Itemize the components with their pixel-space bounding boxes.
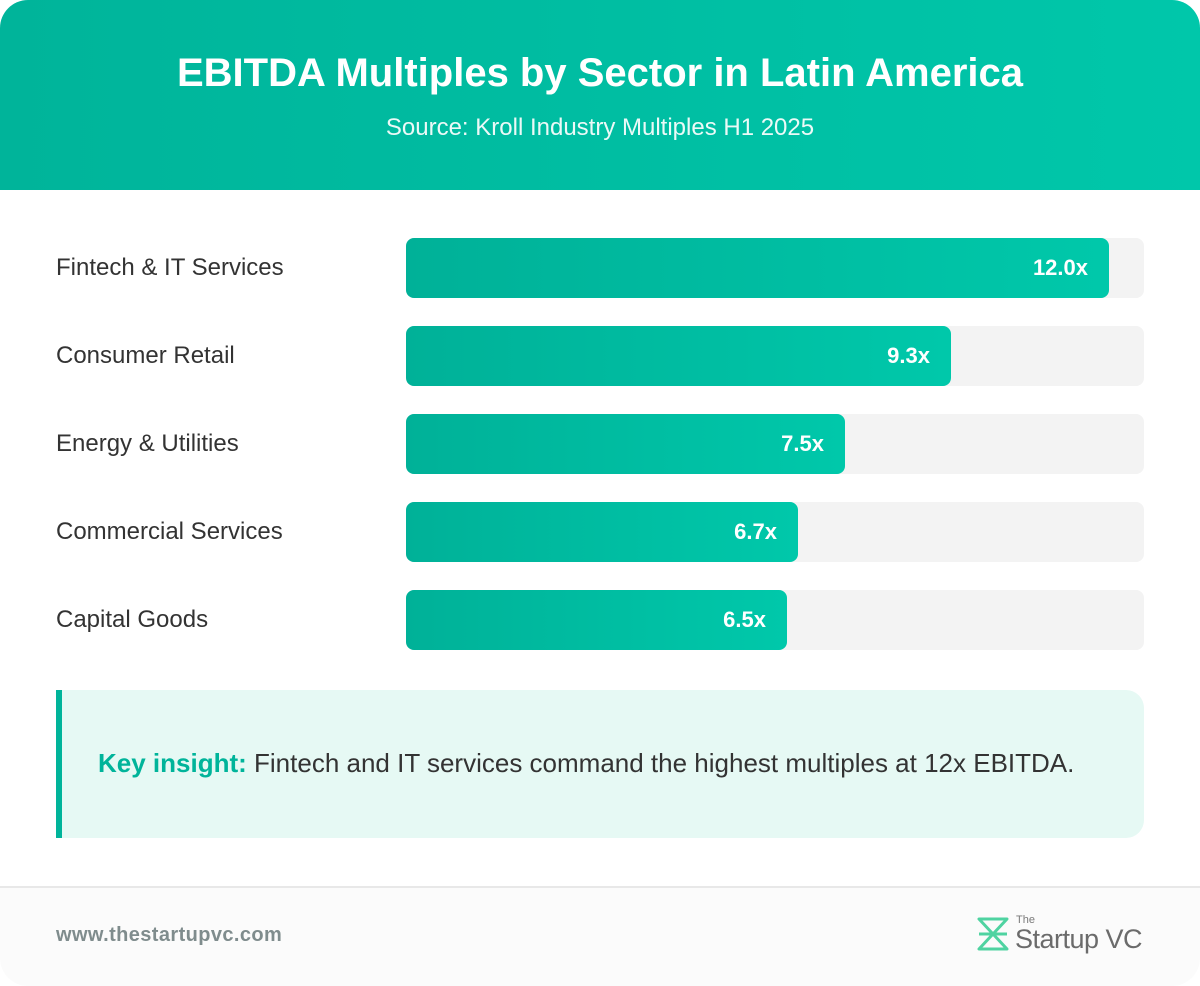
bar: 7.5x [406, 414, 845, 474]
category-label: Capital Goods [56, 606, 209, 633]
insight-text: Key insight: Fintech and IT services com… [98, 748, 1074, 778]
bar-row: Capital Goods 6.5x [0, 590, 1200, 650]
bar: 12.0x [406, 238, 1109, 298]
category-label: Fintech & IT Services [56, 254, 284, 281]
bar-value-label: 6.7x [734, 519, 777, 544]
bar-row: Consumer Retail 9.3x [0, 326, 1200, 386]
bar-value-label: 9.3x [887, 343, 930, 368]
bar-row: Energy & Utilities 7.5x [0, 414, 1200, 474]
bar-value-label: 7.5x [781, 431, 824, 456]
bar-track: 6.7x [406, 502, 1144, 562]
startup-vc-logo-icon [977, 917, 1009, 951]
bar-track: 6.5x [406, 590, 1144, 650]
bar-value-label: 12.0x [1032, 255, 1088, 280]
bar-track: 12.0x [406, 238, 1144, 298]
header-banner: EBITDA Multiples by Sector in Latin Amer… [0, 0, 1200, 190]
bar-track: 9.3x [406, 326, 1144, 386]
startup-vc-logo: The Startup VC [976, 914, 1146, 958]
bar-row: Commercial Services 6.7x [0, 502, 1200, 562]
bar-chart: Fintech & IT Services 12.0x Consumer Retai… [0, 238, 1200, 650]
bar: 6.7x [406, 502, 798, 562]
bar: 9.3x [406, 326, 951, 386]
insight-label: Key insight: [98, 748, 247, 778]
insight-body: Fintech and IT services command the high… [246, 748, 1075, 778]
logo-the-text: The [1016, 914, 1035, 926]
logo-name-text: Startup VC [1015, 924, 1143, 954]
category-label: Commercial Services [56, 518, 283, 545]
chart-title: EBITDA Multiples by Sector in Latin Amer… [176, 51, 1024, 95]
bar: 6.5x [406, 590, 787, 650]
website-link[interactable]: www.thestartupvc.com [56, 924, 283, 946]
bar-track: 7.5x [406, 414, 1144, 474]
bar-row: Fintech & IT Services 12.0x [0, 238, 1200, 298]
footer: www.thestartupvc.com The Startup VC [0, 886, 1200, 986]
chart-subtitle: Source: Kroll Industry Multiples H1 2025 [385, 114, 815, 141]
bar-value-label: 6.5x [723, 607, 766, 632]
category-label: Energy & Utilities [56, 430, 239, 457]
key-insight-box: Key insight: Fintech and IT services com… [56, 690, 1144, 838]
category-label: Consumer Retail [56, 342, 235, 369]
